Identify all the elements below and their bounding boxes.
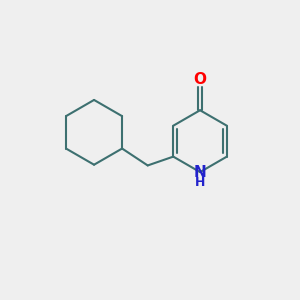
Text: O: O: [194, 72, 207, 87]
Text: H: H: [195, 176, 205, 189]
Text: N: N: [194, 165, 206, 180]
